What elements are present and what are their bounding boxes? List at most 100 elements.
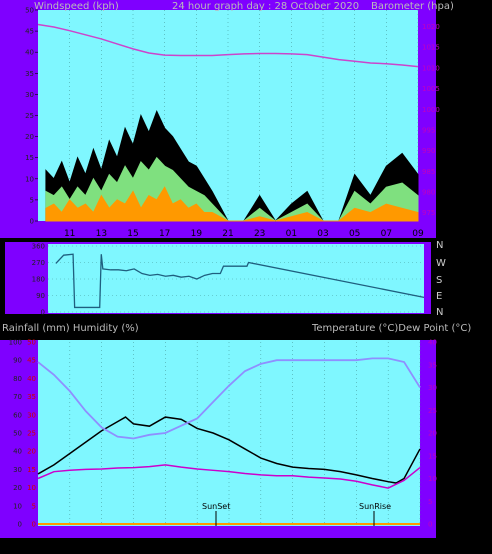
- humidity-y-tick-label: 10: [13, 502, 22, 510]
- temp-x-tick-label: 23: [255, 538, 266, 548]
- wind-y-tick-label: 10: [25, 175, 34, 183]
- temperature-y-tick-label: 5: [428, 498, 432, 506]
- pressure-y-tick-label: 1010: [422, 64, 440, 72]
- wind-chart-layer: 11 13 15 17 19 21 23 01 03 05 07 090510152025303540…: [25, 7, 440, 240]
- wind-y-tick-label: 30: [25, 91, 34, 99]
- temperature-y-tick-label: 15: [428, 452, 437, 460]
- temp-x-tick-label: 15: [128, 538, 139, 548]
- pressure-series: [37, 23, 419, 68]
- temp-x-tick-label: 01: [287, 538, 298, 548]
- wind-x-tick-label: 19: [191, 229, 203, 239]
- rain-humidity-title: Rainfall (mm) Humidity (%): [2, 323, 139, 334]
- pressure-y-tick-label: 1020: [422, 23, 440, 31]
- wind-y-tick-label: 40: [25, 49, 34, 57]
- pressure-y-tick-label: 1015: [422, 44, 440, 52]
- pressure-y-tick-label: 990: [422, 147, 435, 155]
- wind-y-tick-label: 50: [25, 7, 34, 15]
- wind-x-tick-label: 11: [64, 229, 75, 239]
- wind-x-tick-label: 01: [286, 229, 297, 239]
- sunset-label: SunSet: [202, 502, 230, 511]
- rainfall-y-tick-label: 40: [27, 375, 36, 383]
- temp-x-tick-label: 07: [382, 538, 393, 548]
- sunrise-label: SunRise: [359, 502, 391, 511]
- wind-y-tick-label: 5: [30, 196, 34, 204]
- wind-x-tick-label: 05: [349, 229, 360, 239]
- wind-x-tick-label: 21: [222, 229, 233, 239]
- temp-x-tick-label: 11: [64, 538, 75, 548]
- rainfall-y-tick-label: 5: [32, 502, 36, 510]
- humidity-series: [37, 357, 421, 440]
- temp-x-tick-label: 05: [351, 538, 362, 548]
- humidity-y-tick-label: 40: [13, 448, 22, 456]
- humidity-y-tick-label: 90: [13, 357, 22, 365]
- temperature-series: [37, 416, 421, 484]
- direction-y-tick-label: 0: [41, 309, 45, 317]
- direction-chart-layer: 0 90 180 270 360: [32, 243, 425, 317]
- wind-x-tick-label: 03: [317, 229, 328, 239]
- wind-x-tick-label: 15: [127, 229, 138, 239]
- dir-label-s: S: [436, 275, 442, 286]
- temperature-y-tick-label: 20: [428, 430, 437, 438]
- temp-x-tick-label: 19: [191, 538, 203, 548]
- direction-plot-area: [48, 244, 424, 313]
- temp-x-tick-label: 13: [96, 538, 107, 548]
- barometer-title: Barometer (hpa): [371, 1, 454, 12]
- humidity-y-tick-label: 60: [13, 411, 22, 419]
- dir-label-n-top: N: [436, 240, 443, 251]
- pressure-y-tick-label: 985: [422, 168, 435, 176]
- pressure-y-tick-label: 1005: [422, 85, 440, 93]
- temp-x-tick-label: 21: [223, 538, 234, 548]
- temperature-y-tick-label: 10: [428, 475, 437, 483]
- humidity-y-tick-label: 100: [9, 339, 22, 347]
- direction-y-tick-label: 360: [32, 243, 45, 251]
- rainfall-y-tick-label: 25: [27, 430, 36, 438]
- pressure-y-tick-label: 980: [422, 189, 435, 197]
- pressure-y-tick-label: 975: [422, 209, 435, 217]
- graph-date-title: 24 hour graph day : 28 October 2020: [172, 1, 359, 12]
- temperature-chart-layer: 11 13 15 17 19 21 23 01 03 05 07 090102030405060708…: [9, 339, 437, 549]
- temp-x-tick-label: 03: [319, 538, 330, 548]
- direction-y-tick-label: 180: [32, 276, 45, 284]
- rainfall-y-tick-label: 30: [27, 411, 36, 419]
- dir-label-w: W: [436, 258, 446, 269]
- temperature-y-tick-label: 40: [428, 339, 437, 347]
- direction-y-tick-label: 90: [36, 292, 45, 300]
- pressure-y-tick-label: 1000: [422, 106, 440, 114]
- temperature-y-tick-label: 35: [428, 361, 437, 369]
- temperature-y-tick-label: 0: [428, 521, 432, 529]
- wind-y-tick-label: 20: [25, 133, 34, 141]
- rainfall-y-tick-label: 10: [27, 484, 36, 492]
- temp-dewpoint-title: Temperature (°C)Dew Point (°C): [311, 323, 471, 334]
- humidity-y-tick-label: 50: [13, 430, 22, 438]
- wind-x-tick-label: 17: [159, 229, 170, 239]
- dir-label-e: E: [436, 291, 442, 302]
- wind-y-tick-label: 35: [25, 70, 34, 78]
- direction-y-tick-label: 270: [32, 259, 45, 267]
- humidity-y-tick-label: 80: [13, 375, 22, 383]
- wind-x-tick-label: 09: [412, 229, 424, 239]
- temp-x-tick-label: 09: [414, 538, 426, 548]
- wind-y-tick-label: 25: [25, 112, 34, 120]
- rainfall-y-tick-label: 0: [32, 521, 36, 529]
- temperature-y-tick-label: 25: [428, 407, 437, 415]
- dir-label-n-bottom: N: [436, 307, 443, 318]
- pressure-y-tick-label: 995: [422, 126, 435, 134]
- wind-y-tick-label: 45: [25, 28, 34, 36]
- wind-x-tick-label: 07: [381, 229, 392, 239]
- rainfall-y-tick-label: 15: [27, 466, 36, 474]
- wind-y-tick-label: 15: [25, 154, 34, 162]
- windspeed-title: Windspeed (kph): [34, 1, 119, 12]
- rainfall-y-tick-label: 35: [27, 393, 36, 401]
- humidity-y-tick-label: 20: [13, 484, 22, 492]
- humidity-y-tick-label: 30: [13, 466, 22, 474]
- temperature-y-tick-label: 30: [428, 384, 437, 392]
- wind-x-tick-label: 13: [96, 229, 107, 239]
- humidity-y-tick-label: 0: [18, 521, 22, 529]
- wind-y-tick-label: 0: [30, 218, 34, 226]
- rainfall-y-tick-label: 20: [27, 448, 36, 456]
- humidity-y-tick-label: 70: [13, 393, 22, 401]
- wind-direction-series: [55, 253, 425, 309]
- wind-lull-series: [45, 186, 419, 222]
- wind-x-tick-label: 23: [254, 229, 265, 239]
